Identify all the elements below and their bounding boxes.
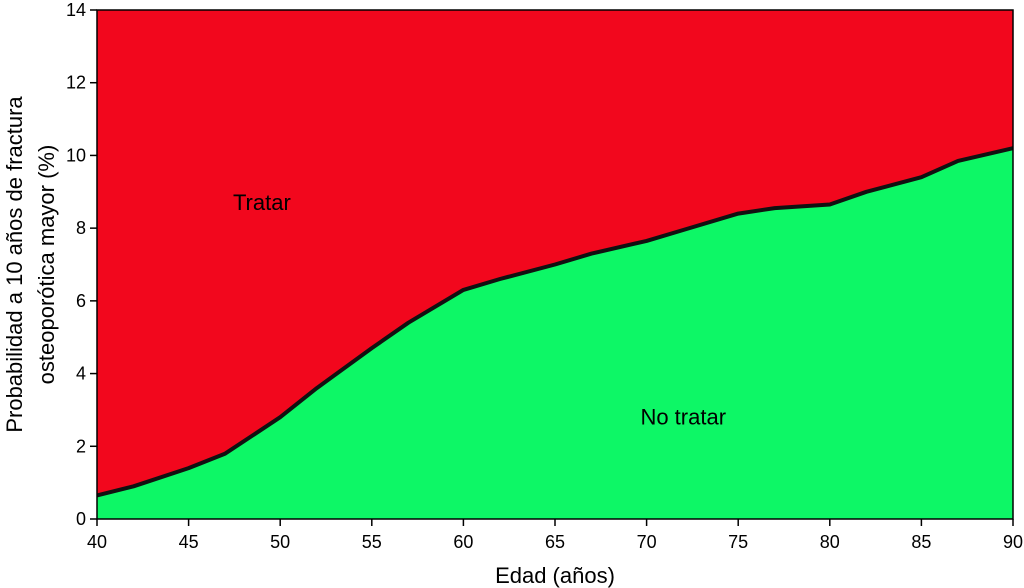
y-axis-title-line-2: osteoporótica mayor (%) xyxy=(34,145,59,385)
x-tick-label: 45 xyxy=(179,532,199,552)
x-tick-label: 90 xyxy=(1003,532,1023,552)
y-tick-label: 0 xyxy=(76,509,86,529)
x-tick-label: 75 xyxy=(728,532,748,552)
x-tick-label: 65 xyxy=(545,532,565,552)
y-tick-label: 6 xyxy=(76,291,86,311)
y-tick-label: 10 xyxy=(66,145,86,165)
threshold-line xyxy=(96,146,1014,498)
y-axis-title-line-1: Probabilidad a 10 años de fractura xyxy=(2,96,27,433)
y-tick-label: 2 xyxy=(76,436,86,456)
y-axis-title: Probabilidad a 10 años de fractura osteo… xyxy=(2,96,59,433)
x-tick-label: 80 xyxy=(820,532,840,552)
x-tick-label: 55 xyxy=(362,532,382,552)
y-axis: 0 2 4 6 8 10 12 14 xyxy=(66,0,97,529)
x-tick-label: 70 xyxy=(637,532,657,552)
region-label-no-tratar: No tratar xyxy=(640,404,726,429)
y-tick-label: 4 xyxy=(76,364,86,384)
y-tick-label: 8 xyxy=(76,218,86,238)
x-axis: 40 45 50 55 60 65 70 75 80 85 90 xyxy=(87,519,1023,552)
region-label-tratar: Tratar xyxy=(233,190,291,215)
y-tick-label: 14 xyxy=(66,0,86,20)
plot-area xyxy=(96,9,1014,520)
x-axis-title: Edad (años) xyxy=(495,563,615,588)
x-tick-label: 60 xyxy=(453,532,473,552)
region-no-tratar xyxy=(97,148,1013,519)
x-tick-label: 50 xyxy=(270,532,290,552)
x-tick-label: 85 xyxy=(911,532,931,552)
y-tick-label: 12 xyxy=(66,73,86,93)
x-tick-label: 40 xyxy=(87,532,107,552)
